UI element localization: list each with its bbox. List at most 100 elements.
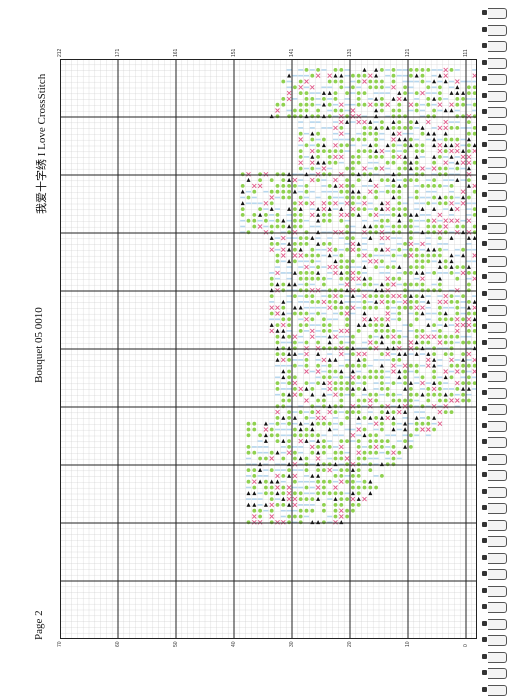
stitch-green <box>426 288 431 293</box>
stitch-blue <box>425 138 431 141</box>
stitch-green <box>298 271 303 275</box>
stitch-green <box>345 462 349 467</box>
stitch-green <box>275 102 280 107</box>
stitch-green <box>333 450 338 455</box>
stitch-green <box>322 375 326 380</box>
stitch-dark <box>449 154 454 159</box>
stitch-dark <box>287 247 292 252</box>
stitch-blue <box>292 98 298 100</box>
stitch-green <box>438 184 442 188</box>
stitch-green <box>368 230 373 235</box>
stitch-blue <box>443 185 449 187</box>
stitch-green <box>298 102 303 107</box>
stitch-blue <box>425 306 431 309</box>
stitch-green <box>414 363 419 368</box>
stitch-green <box>397 166 402 171</box>
stitch-green <box>287 410 291 414</box>
stitch-blue <box>414 277 420 280</box>
stitch-blue <box>437 69 443 71</box>
stitch-blue <box>350 301 356 303</box>
tick-label-bottom: 40 <box>231 641 237 647</box>
stitch-dark <box>397 264 402 269</box>
stitch-green <box>298 288 303 293</box>
stitch-green <box>333 97 338 101</box>
stitch-blue <box>425 318 431 321</box>
stitch-blue <box>373 388 379 390</box>
stitch-green <box>374 485 378 490</box>
stitch-blue <box>333 312 338 315</box>
stitch-green <box>414 143 419 148</box>
stitch-blue <box>338 161 344 164</box>
stitch-blue <box>321 248 327 251</box>
stitch-blue <box>286 330 292 332</box>
stitch-blue <box>408 80 414 83</box>
stitch-blue <box>333 190 338 193</box>
stitch-blue <box>263 475 269 477</box>
stitch-pink <box>466 171 472 177</box>
stitch-dark <box>374 108 379 113</box>
stitch-green <box>443 265 448 269</box>
stitch-green <box>472 271 477 275</box>
stitch-green <box>356 73 361 78</box>
stitch-pink <box>385 287 391 293</box>
stitch-blue <box>408 353 414 355</box>
stitch-green <box>368 369 373 374</box>
stitch-green <box>275 503 280 507</box>
stitch-green <box>322 172 326 177</box>
stitch-green <box>409 218 413 223</box>
stitch-green <box>403 207 407 212</box>
stitch-blue <box>449 121 454 123</box>
stitch-green <box>455 334 460 339</box>
stitch-green <box>287 334 291 339</box>
stitch-green <box>316 178 320 182</box>
stitch-blue <box>246 498 251 500</box>
stitch-green <box>368 450 373 455</box>
binding-hole <box>482 373 487 378</box>
stitch-green <box>345 259 349 264</box>
stitch-green <box>339 491 344 496</box>
stitch-dark <box>414 154 419 159</box>
stitch-blue <box>396 393 402 396</box>
stitch-blue <box>472 80 477 83</box>
stitch-dark <box>281 415 286 420</box>
stitch-green <box>397 450 402 455</box>
stitch-green <box>397 172 402 177</box>
stitch-pink <box>333 485 338 490</box>
stitch-blue <box>408 109 414 112</box>
stitch-pink <box>333 392 338 398</box>
stitch-green <box>438 201 442 206</box>
stitch-blue <box>466 370 472 373</box>
stitch-blue <box>333 103 338 106</box>
pattern-title: Bouquet 05 0010 <box>33 307 45 383</box>
binding-hole <box>482 620 487 626</box>
stitch-green <box>391 189 396 194</box>
stitch-pink <box>286 490 292 496</box>
stitch-blue <box>356 434 362 437</box>
stitch-dark <box>379 334 384 339</box>
stitch-pink <box>280 322 286 328</box>
stitch-green <box>467 91 471 95</box>
stitch-green <box>275 381 280 385</box>
stitch-blue <box>454 295 460 297</box>
stitch-blue <box>402 202 408 205</box>
stitch-blue <box>402 434 408 437</box>
stitch-pink <box>280 357 286 363</box>
stitch-blue <box>321 370 327 373</box>
stitch-blue <box>454 359 460 361</box>
stitch-green <box>310 102 315 107</box>
stitch-blue <box>269 422 275 425</box>
stitch-blue <box>333 428 338 431</box>
stitch-blue <box>292 509 298 512</box>
stitch-pink <box>443 369 449 374</box>
stitch-green <box>403 91 407 95</box>
stitch-blue <box>298 359 304 361</box>
stitch-green <box>409 120 413 124</box>
stitch-pink <box>373 421 379 427</box>
stitch-green <box>356 439 361 443</box>
stitch-green <box>356 97 361 101</box>
binding-hole <box>482 92 487 98</box>
stitch-blue <box>240 219 246 222</box>
stitch-blue <box>298 185 304 187</box>
stitch-dark <box>403 386 408 391</box>
stitch-blue <box>385 173 391 176</box>
